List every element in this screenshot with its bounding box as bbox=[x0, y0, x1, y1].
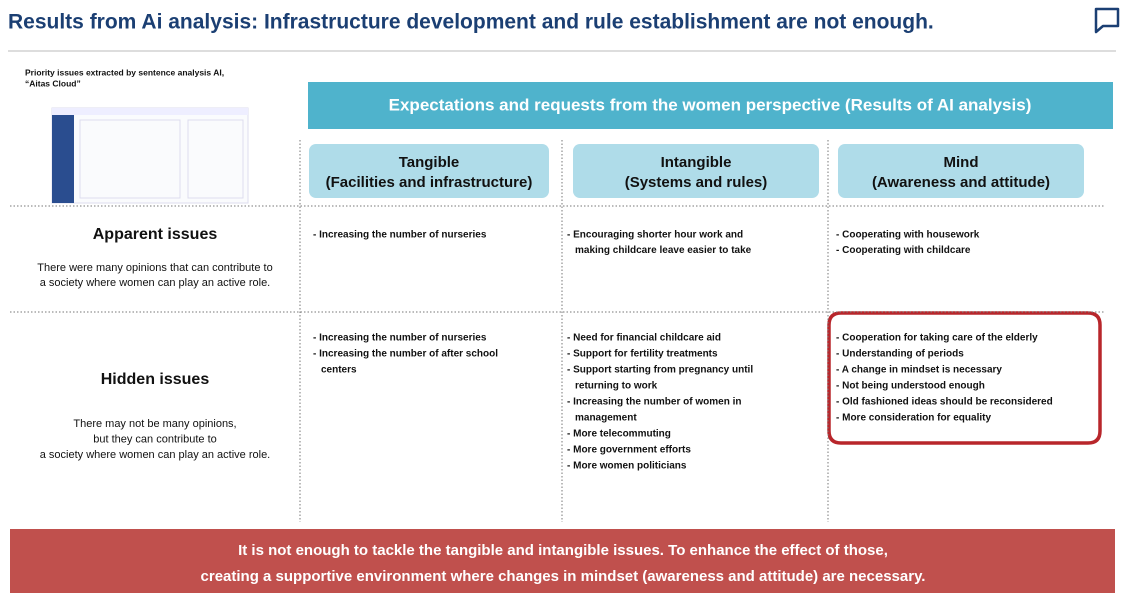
issue-item: - Support starting from pregnancy until bbox=[567, 365, 753, 376]
column-subtitle: (Systems and rules) bbox=[625, 174, 768, 191]
footer-text: It is not enough to tackle the tangible … bbox=[238, 542, 888, 559]
thumbnail-bar bbox=[52, 108, 248, 115]
row-description: but they can contribute to bbox=[93, 433, 217, 445]
issue-item: - Understanding of periods bbox=[836, 349, 964, 360]
column-header bbox=[838, 144, 1084, 198]
issue-item: - Increasing the number of women in bbox=[567, 397, 741, 408]
column-header bbox=[573, 144, 819, 198]
footer-text: creating a supportive environment where … bbox=[201, 568, 926, 585]
issue-item: - Increasing the number of nurseries bbox=[313, 333, 487, 344]
banner-box bbox=[308, 82, 1113, 129]
column-subtitle: (Facilities and infrastructure) bbox=[326, 174, 533, 191]
title: Results from Ai analysis: Infrastructure… bbox=[8, 11, 934, 34]
issue-item: - Cooperating with housework bbox=[836, 230, 980, 241]
issue-item: management bbox=[575, 413, 637, 424]
column-title: Mind bbox=[944, 154, 979, 171]
issue-item: - Not being understood enough bbox=[836, 381, 985, 392]
issue-item: - Support for fertility treatments bbox=[567, 349, 718, 360]
footer-box bbox=[10, 529, 1115, 593]
thumbnail-plot bbox=[79, 119, 181, 199]
issue-item: - Cooperation for taking care of the eld… bbox=[836, 333, 1038, 344]
issue-item: - Cooperating with childcare bbox=[836, 245, 971, 256]
row-description: a society where women can play an active… bbox=[40, 277, 271, 289]
grid bbox=[10, 140, 1105, 522]
issue-item: centers bbox=[321, 365, 357, 376]
issue-item: - Encouraging shorter hour work and bbox=[567, 230, 743, 241]
issue-item: - More consideration for equality bbox=[836, 413, 991, 424]
row-title: Apparent issues bbox=[93, 226, 218, 243]
issue-item: - Need for financial childcare aid bbox=[567, 333, 721, 344]
note: “Aitas Cloud” bbox=[25, 78, 81, 88]
thumbnail-sidebar bbox=[52, 115, 74, 203]
row-description: There may not be many opinions, bbox=[73, 418, 236, 430]
highlight-box bbox=[827, 311, 1102, 445]
issue-item: returning to work bbox=[575, 381, 658, 392]
thumbnail bbox=[51, 107, 249, 204]
row-description: There were many opinions that can contri… bbox=[37, 262, 272, 274]
banner: Expectations and requests from the women… bbox=[389, 95, 1032, 114]
thumbnail-frame bbox=[51, 107, 249, 204]
issue-item: - More women politicians bbox=[567, 461, 687, 472]
issue-item: - A change in mindset is necessary bbox=[836, 365, 1002, 376]
issue-item: - Increasing the number of nurseries bbox=[313, 230, 487, 241]
column-subtitle: (Awareness and attitude) bbox=[872, 174, 1050, 191]
column-header bbox=[309, 144, 549, 198]
row-description: a society where women can play an active… bbox=[40, 449, 271, 461]
issue-item: - More telecommuting bbox=[567, 429, 671, 440]
column-title: Tangible bbox=[399, 154, 460, 171]
issue-item: making childcare leave easier to take bbox=[575, 245, 752, 256]
issue-item: - Old fashioned ideas should be reconsid… bbox=[836, 397, 1053, 408]
comment-icon[interactable] bbox=[1094, 7, 1120, 34]
thumbnail-list bbox=[187, 119, 244, 199]
row-title: Hidden issues bbox=[101, 371, 210, 388]
note: Priority issues extracted by sentence an… bbox=[25, 67, 224, 77]
issue-item: - Increasing the number of after school bbox=[313, 349, 498, 360]
issue-item: - More government efforts bbox=[567, 445, 691, 456]
column-title: Intangible bbox=[661, 154, 732, 171]
